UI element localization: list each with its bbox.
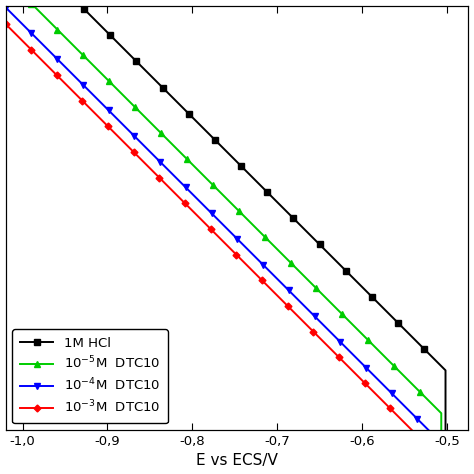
Legend: 1M HCl, 10$^{-5}$M  DTC10, 10$^{-4}$M  DTC10, 10$^{-3}$M  DTC10: 1M HCl, 10$^{-5}$M DTC10, 10$^{-4}$M DTC… (12, 329, 168, 423)
X-axis label: E vs ECS/V: E vs ECS/V (196, 454, 278, 468)
